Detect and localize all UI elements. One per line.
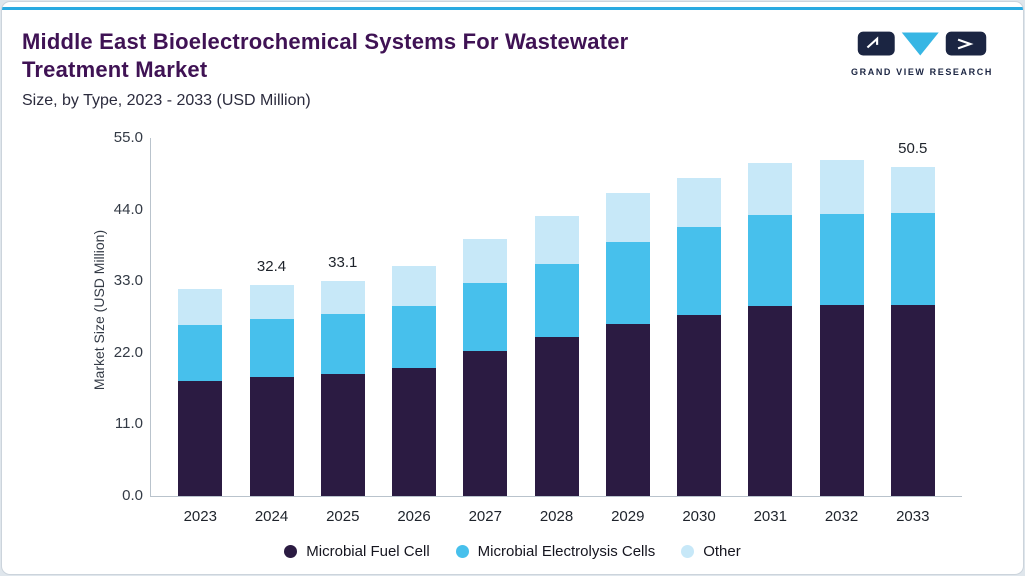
bar-segment — [320, 373, 365, 496]
bar-segment — [677, 178, 721, 228]
bar-group-2029: 2029 — [605, 138, 650, 525]
bar-segment — [677, 227, 721, 316]
bar-segment — [178, 324, 223, 381]
y-tick-label: 55.0 — [113, 129, 143, 146]
bar-segment — [605, 241, 650, 324]
y-tick-label: 0.0 — [122, 487, 143, 504]
y-tick-label: 11.0 — [114, 415, 143, 433]
chart-legend: Microbial Fuel Cell Microbial Electrolysi… — [2, 543, 1023, 560]
bar-group-2031: 2031 — [748, 138, 793, 525]
x-tick-label: 2026 — [397, 508, 431, 525]
bar-segment — [890, 167, 935, 213]
bar-segment — [320, 280, 365, 314]
x-tick-label: 2028 — [539, 508, 574, 525]
bar-segment — [249, 376, 294, 496]
bar-group-2023: 2023 — [178, 138, 223, 525]
bars-container: 2023 32.4 2024 33.1 2025 2026 2027 2028 2029 2030… — [151, 138, 962, 525]
bar-segment — [392, 305, 436, 368]
legend-dot-icon — [455, 545, 469, 558]
bar-segment — [890, 212, 935, 306]
legend-item: Microbial Fuel Cell — [284, 543, 430, 560]
chart-header: Middle East Bioelectrochemical Systems F… — [22, 28, 662, 110]
bar-segment — [748, 305, 793, 496]
bar-segment — [605, 193, 650, 242]
y-tick-label: 44.0 — [113, 200, 143, 218]
bar-segment — [463, 283, 508, 351]
bar-segment — [320, 313, 365, 374]
bar-segment — [819, 213, 864, 305]
x-tick-label: 2029 — [611, 508, 645, 525]
bar-segment — [178, 380, 223, 496]
bar-segment — [748, 215, 793, 306]
bar-segment — [534, 263, 579, 337]
bar-total-label: 33.1 — [328, 253, 358, 271]
bar-segment — [249, 285, 294, 319]
bar-segment — [392, 265, 436, 306]
chart-subtitle: Size, by Type, 2023 - 2033 (USD Million) — [22, 91, 311, 109]
bar-group-2026: 2026 — [392, 138, 436, 525]
bar-segment — [819, 159, 864, 214]
accent-line — [2, 7, 1023, 10]
plot-area: 0.0 11.0 22.0 33.0 44.0 55.0 2023 32.4 2024 33.1… — [114, 129, 962, 525]
bar-segment — [392, 367, 436, 496]
bar-group-2028: 2028 — [534, 138, 579, 525]
bar-total-label: 50.5 — [898, 140, 928, 158]
x-tick-label: 2024 — [254, 508, 289, 525]
page-title: Middle East Bioelectrochemical Systems F… — [22, 29, 629, 82]
bar-group-2025: 33.1 2025 — [320, 138, 365, 525]
x-tick-label: 2023 — [183, 508, 217, 525]
brand-logo-text: GRAND VIEW RESEARCH — [851, 67, 993, 77]
x-tick-label: 2025 — [326, 508, 360, 525]
bar-segment — [249, 318, 294, 377]
logo-mark-icon — [857, 31, 987, 56]
bar-group-2033: 50.5 2033 — [890, 138, 935, 525]
bar-segment — [463, 350, 508, 496]
bar-segment — [534, 216, 579, 264]
legend-label: Microbial Fuel Cell — [306, 543, 430, 560]
legend-dot-icon — [284, 545, 298, 558]
legend-item: Other — [681, 543, 741, 560]
x-tick-label: 2032 — [824, 508, 859, 525]
bar-segment — [677, 315, 721, 496]
y-tick-label: 22.0 — [113, 343, 143, 361]
x-tick-label: 2030 — [682, 508, 716, 525]
bar-group-2030: 2030 — [677, 138, 721, 525]
bar-segment — [178, 289, 223, 325]
bar-total-label: 32.4 — [256, 258, 287, 276]
bar-segment — [534, 336, 579, 496]
bar-segment — [748, 162, 793, 216]
legend-label: Other — [703, 543, 741, 560]
bar-group-2024: 32.4 2024 — [249, 138, 294, 525]
bar-group-2032: 2032 — [819, 138, 864, 525]
legend-dot-icon — [681, 545, 695, 558]
x-tick-label: 2031 — [753, 508, 787, 525]
y-tick-label: 33.0 — [113, 272, 143, 290]
legend-item: Microbial Electrolysis Cells — [455, 543, 656, 560]
bar-segment — [890, 305, 935, 496]
bar-segment — [819, 304, 864, 496]
legend-label: Microbial Electrolysis Cells — [477, 543, 656, 560]
bar-group-2027: 2027 — [463, 138, 508, 525]
x-tick-label: 2027 — [468, 508, 502, 525]
y-axis-title: Market Size (USD Million) — [91, 229, 107, 391]
brand-logo: GRAND VIEW RESEARCH — [847, 30, 997, 77]
bar-segment — [463, 238, 508, 284]
bar-segment — [605, 323, 650, 496]
x-tick-label: 2033 — [896, 508, 930, 525]
